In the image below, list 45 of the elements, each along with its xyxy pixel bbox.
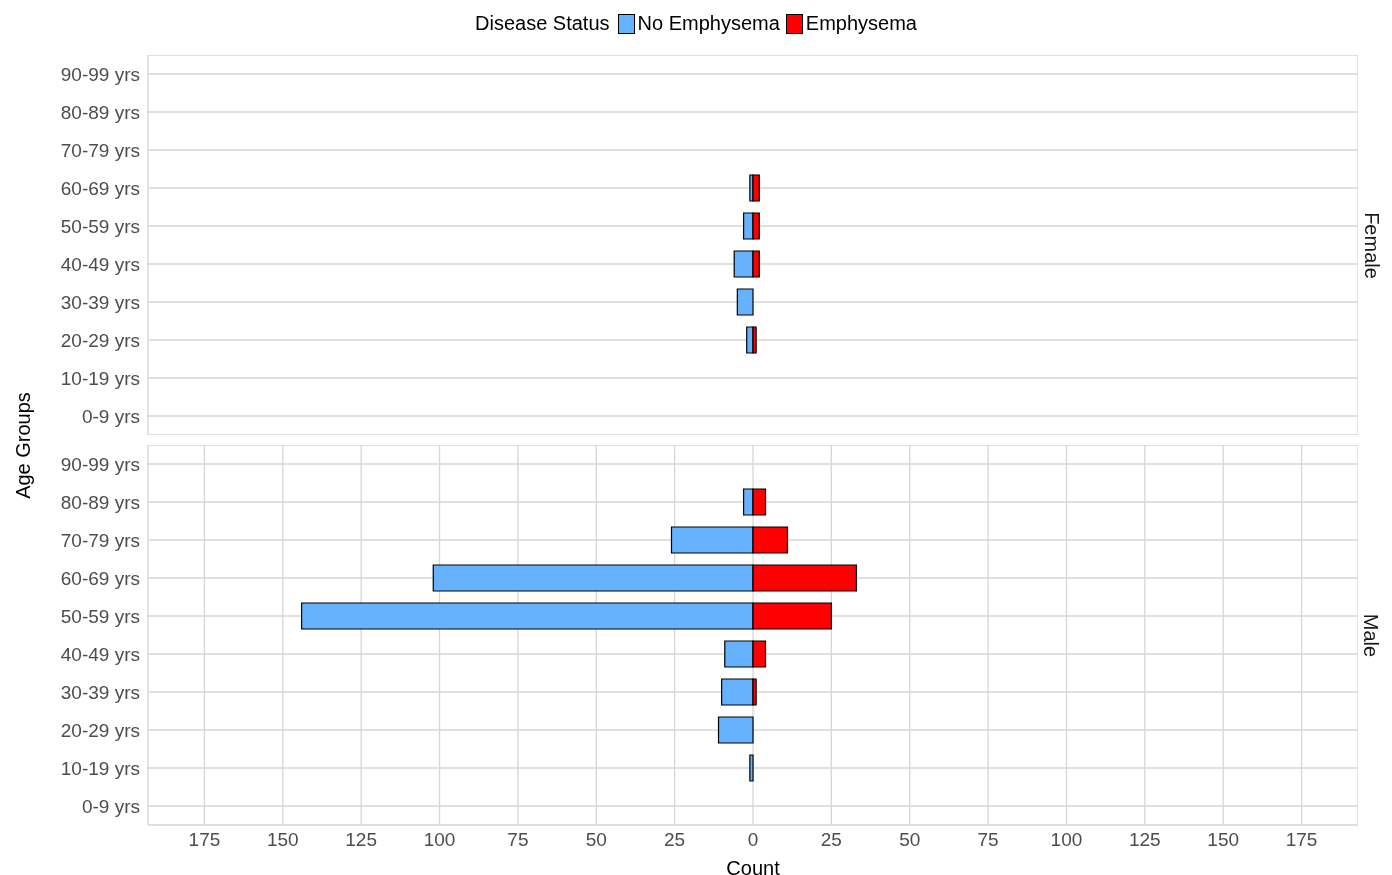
y-tick-label: 80-89 yrs [60, 101, 140, 123]
y-tick-label: 20-29 yrs [60, 719, 140, 741]
x-tick-label: 75 [507, 829, 529, 851]
y-tick-label: 90-99 yrs [60, 453, 140, 475]
x-tick-label: 175 [188, 829, 221, 851]
x-tick-label: 25 [664, 829, 686, 851]
text: Male [1359, 613, 1383, 657]
x-tick-label: 150 [266, 829, 299, 851]
legend-title: Disease Status [475, 12, 610, 35]
y-tick-label: 30-39 yrs [60, 291, 140, 313]
x-tick-label: 150 [1207, 829, 1240, 851]
x-tick-label: 50 [585, 829, 607, 851]
y-axis-title: Age Groups [11, 391, 35, 499]
legend-label: Emphysema [805, 12, 917, 35]
bar [717, 716, 754, 744]
y-tick-label: 0-9 yrs [81, 795, 140, 817]
y-tick-label: 80-89 yrs [60, 491, 140, 513]
legend-label: No Emphysema [637, 12, 780, 35]
y-tick-label: 10-19 yrs [60, 757, 140, 779]
y-tick-label: 70-79 yrs [60, 529, 140, 551]
bar [721, 678, 754, 706]
y-tick-label: 60-69 yrs [60, 567, 140, 589]
y-tick-label: 60-69 yrs [60, 177, 140, 199]
x-tick-label: 175 [1285, 829, 1318, 851]
x-axis-title: Count [726, 857, 781, 875]
x-tick-label: 125 [1128, 829, 1161, 851]
x-tick-label: 125 [345, 829, 378, 851]
y-tick-label: 50-59 yrs [60, 215, 140, 237]
y-tick-label: 0-9 yrs [81, 405, 140, 427]
x-tick-label: 100 [423, 829, 456, 851]
y-tick-label: 20-29 yrs [60, 329, 140, 351]
x-tick-label: 100 [1050, 829, 1083, 851]
y-tick-label: 10-19 yrs [60, 367, 140, 389]
bar [749, 754, 754, 782]
x-tick-label: 50 [899, 829, 921, 851]
y-tick-label: 40-49 yrs [60, 643, 140, 665]
y-tick-label: 90-99 yrs [60, 63, 140, 85]
text: Female [1359, 211, 1383, 279]
x-tick-label: 75 [977, 829, 999, 851]
y-tick-label: 40-49 yrs [60, 253, 140, 275]
y-tick-label: 50-59 yrs [60, 605, 140, 627]
y-tick-label: 70-79 yrs [60, 139, 140, 161]
x-tick-label: 0 [747, 829, 759, 851]
y-tick-label: 30-39 yrs [60, 681, 140, 703]
x-tick-label: 25 [820, 829, 842, 851]
